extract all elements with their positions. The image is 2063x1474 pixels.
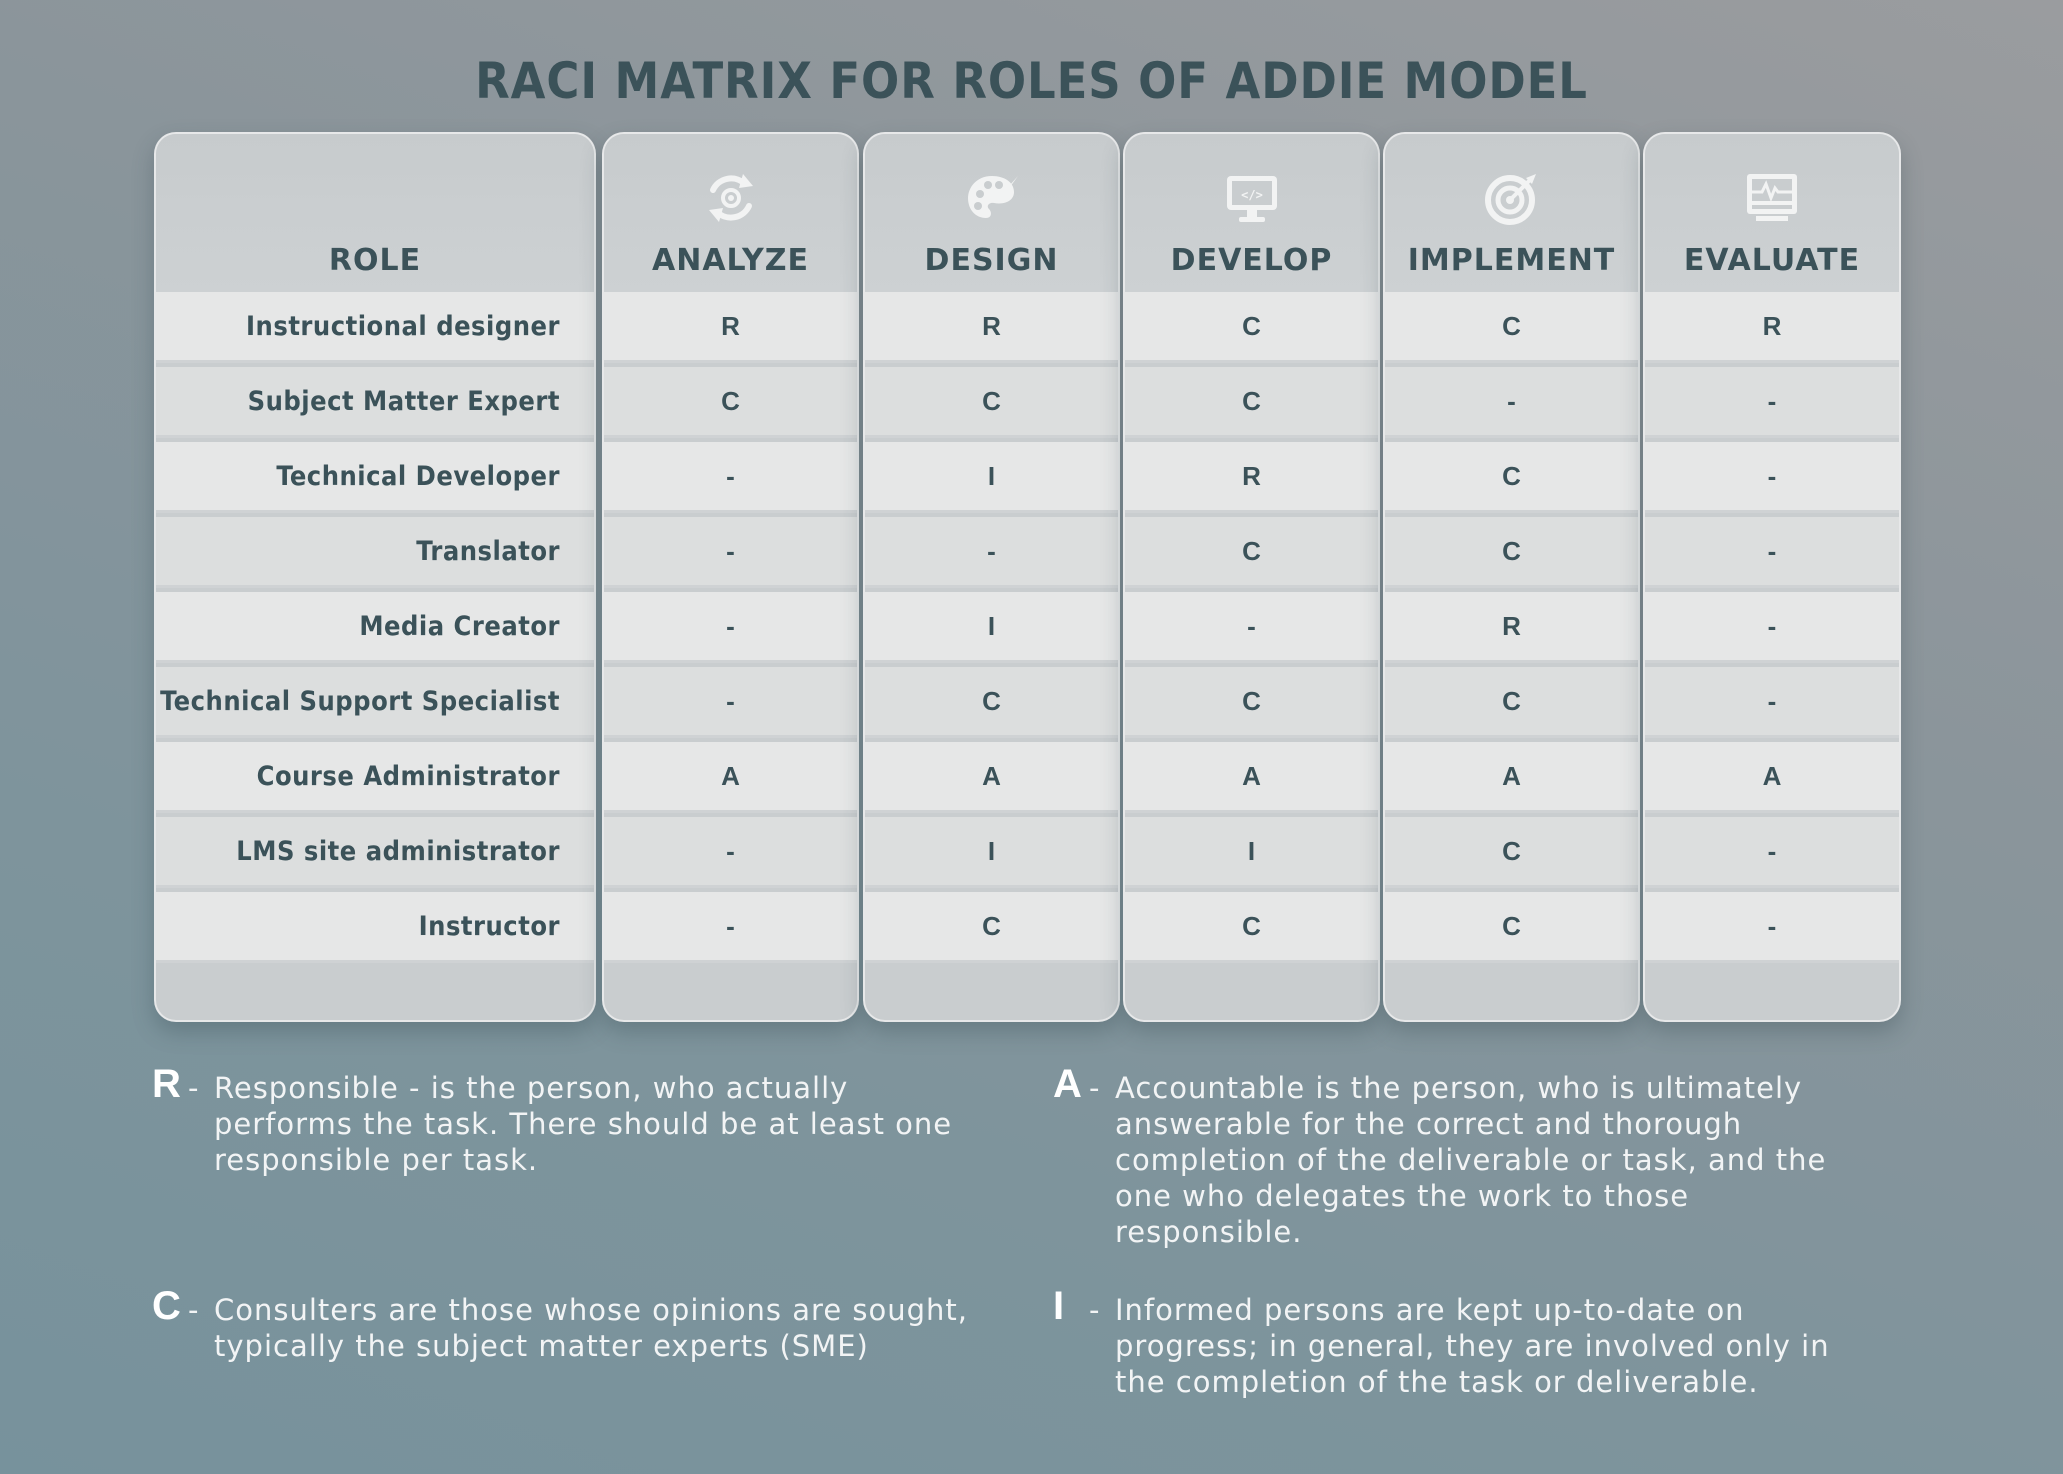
raci-cell: - xyxy=(1645,592,1899,663)
raci-cell: I xyxy=(865,592,1118,663)
phase-column: ANALYZE R C - - - - A - - xyxy=(602,132,859,1022)
raci-cell: I xyxy=(1125,817,1378,888)
raci-cell: C xyxy=(1125,667,1378,738)
raci-cell: C xyxy=(1385,667,1638,738)
legend-dash: - xyxy=(1089,1293,1101,1327)
raci-cell: - xyxy=(604,667,857,738)
cycle-arrows-icon xyxy=(701,168,761,228)
raci-cell: - xyxy=(604,817,857,888)
pulse-monitor-icon xyxy=(1742,168,1802,228)
column-header: DESIGN xyxy=(865,134,1118,292)
role-name-cell: Instructional designer xyxy=(156,292,594,363)
role-name-cell: Course Administrator xyxy=(156,742,594,813)
raci-cell: I xyxy=(865,442,1118,513)
phase-column: EVALUATE R - - - - - A - - xyxy=(1643,132,1901,1022)
column-header: ROLE xyxy=(156,134,594,292)
legend-dash: - xyxy=(188,1293,200,1327)
role-name-cell: Instructor xyxy=(156,892,594,963)
raci-cell: R xyxy=(1125,442,1378,513)
raci-cell: - xyxy=(1645,517,1899,588)
raci-cell: A xyxy=(1385,742,1638,813)
raci-cell: A xyxy=(1645,742,1899,813)
role-name-cell: Translator xyxy=(156,517,594,588)
phase-column: </> DEVELOP C C R C - C A I C xyxy=(1123,132,1380,1022)
phase-column: DESIGN R C I - I C A I C xyxy=(863,132,1120,1022)
raci-cell: R xyxy=(604,292,857,363)
role-name-cell: Technical Developer xyxy=(156,442,594,513)
palette-icon xyxy=(962,168,1022,228)
legend-letter: I xyxy=(1053,1284,1066,1328)
raci-cell: R xyxy=(1645,292,1899,363)
target-icon xyxy=(1482,168,1542,228)
raci-cell: C xyxy=(1385,442,1638,513)
legend-dash: - xyxy=(188,1071,200,1105)
raci-cell: C xyxy=(604,367,857,438)
column-header: </> DEVELOP xyxy=(1125,134,1378,292)
raci-cell: - xyxy=(1645,892,1899,963)
raci-cell: C xyxy=(865,367,1118,438)
legend-letter: R xyxy=(152,1062,182,1106)
raci-cell: - xyxy=(865,517,1118,588)
raci-cell: - xyxy=(1645,667,1899,738)
raci-cell: C xyxy=(1125,892,1378,963)
legend-letter: C xyxy=(152,1284,182,1328)
legend-dash: - xyxy=(1089,1071,1101,1105)
raci-cell: C xyxy=(1125,292,1378,363)
legend-description: Responsible - is the person, who actuall… xyxy=(214,1071,953,1177)
raci-cell: - xyxy=(1645,442,1899,513)
legend-description: Consulters are those whose opinions are … xyxy=(214,1293,968,1363)
raci-cell: C xyxy=(865,892,1118,963)
raci-cell: - xyxy=(604,592,857,663)
page-title: RACI MATRIX FOR ROLES OF ADDIE MODEL xyxy=(475,52,1588,110)
column-header-label: ROLE xyxy=(328,243,422,278)
raci-cell: C xyxy=(1385,892,1638,963)
role-column: ROLE Instructional designer Subject Matter… xyxy=(154,132,596,1022)
raci-cell: I xyxy=(865,817,1118,888)
raci-cell: R xyxy=(1385,592,1638,663)
raci-cell: C xyxy=(1125,517,1378,588)
column-header: EVALUATE xyxy=(1645,134,1899,292)
column-header-label: DEVELOP xyxy=(1170,243,1333,278)
role-name-cell: Technical Support Specialist xyxy=(156,667,594,738)
raci-cell: - xyxy=(604,517,857,588)
raci-cell: - xyxy=(604,892,857,963)
raci-cell: - xyxy=(1385,367,1638,438)
raci-cell: R xyxy=(865,292,1118,363)
column-header-label: IMPLEMENT xyxy=(1407,243,1616,278)
legend-description: Accountable is the person, who is ultima… xyxy=(1115,1071,1827,1249)
raci-cell: A xyxy=(604,742,857,813)
legend-description: Informed persons are kept up-to-date on … xyxy=(1115,1293,1830,1399)
raci-cell: C xyxy=(1125,367,1378,438)
raci-cell: - xyxy=(1125,592,1378,663)
raci-cell: C xyxy=(865,667,1118,738)
raci-cell: A xyxy=(1125,742,1378,813)
code-monitor-icon: </> xyxy=(1222,168,1282,228)
svg-text:</>: </> xyxy=(1241,188,1263,202)
role-name-cell: Media Creator xyxy=(156,592,594,663)
column-header-label: EVALUATE xyxy=(1683,243,1861,278)
column-header-label: DESIGN xyxy=(924,243,1059,278)
role-name-cell: Subject Matter Expert xyxy=(156,367,594,438)
raci-cell: - xyxy=(604,442,857,513)
column-header: ANALYZE xyxy=(604,134,857,292)
raci-cell: A xyxy=(865,742,1118,813)
legend-letter: A xyxy=(1053,1062,1083,1106)
role-name-cell: LMS site administrator xyxy=(156,817,594,888)
raci-cell: C xyxy=(1385,817,1638,888)
column-header-label: ANALYZE xyxy=(652,243,809,278)
column-header: IMPLEMENT xyxy=(1385,134,1638,292)
raci-cell: C xyxy=(1385,517,1638,588)
raci-cell: - xyxy=(1645,817,1899,888)
phase-column: IMPLEMENT C - C C R C A C C xyxy=(1383,132,1640,1022)
raci-cell: - xyxy=(1645,367,1899,438)
raci-cell: C xyxy=(1385,292,1638,363)
